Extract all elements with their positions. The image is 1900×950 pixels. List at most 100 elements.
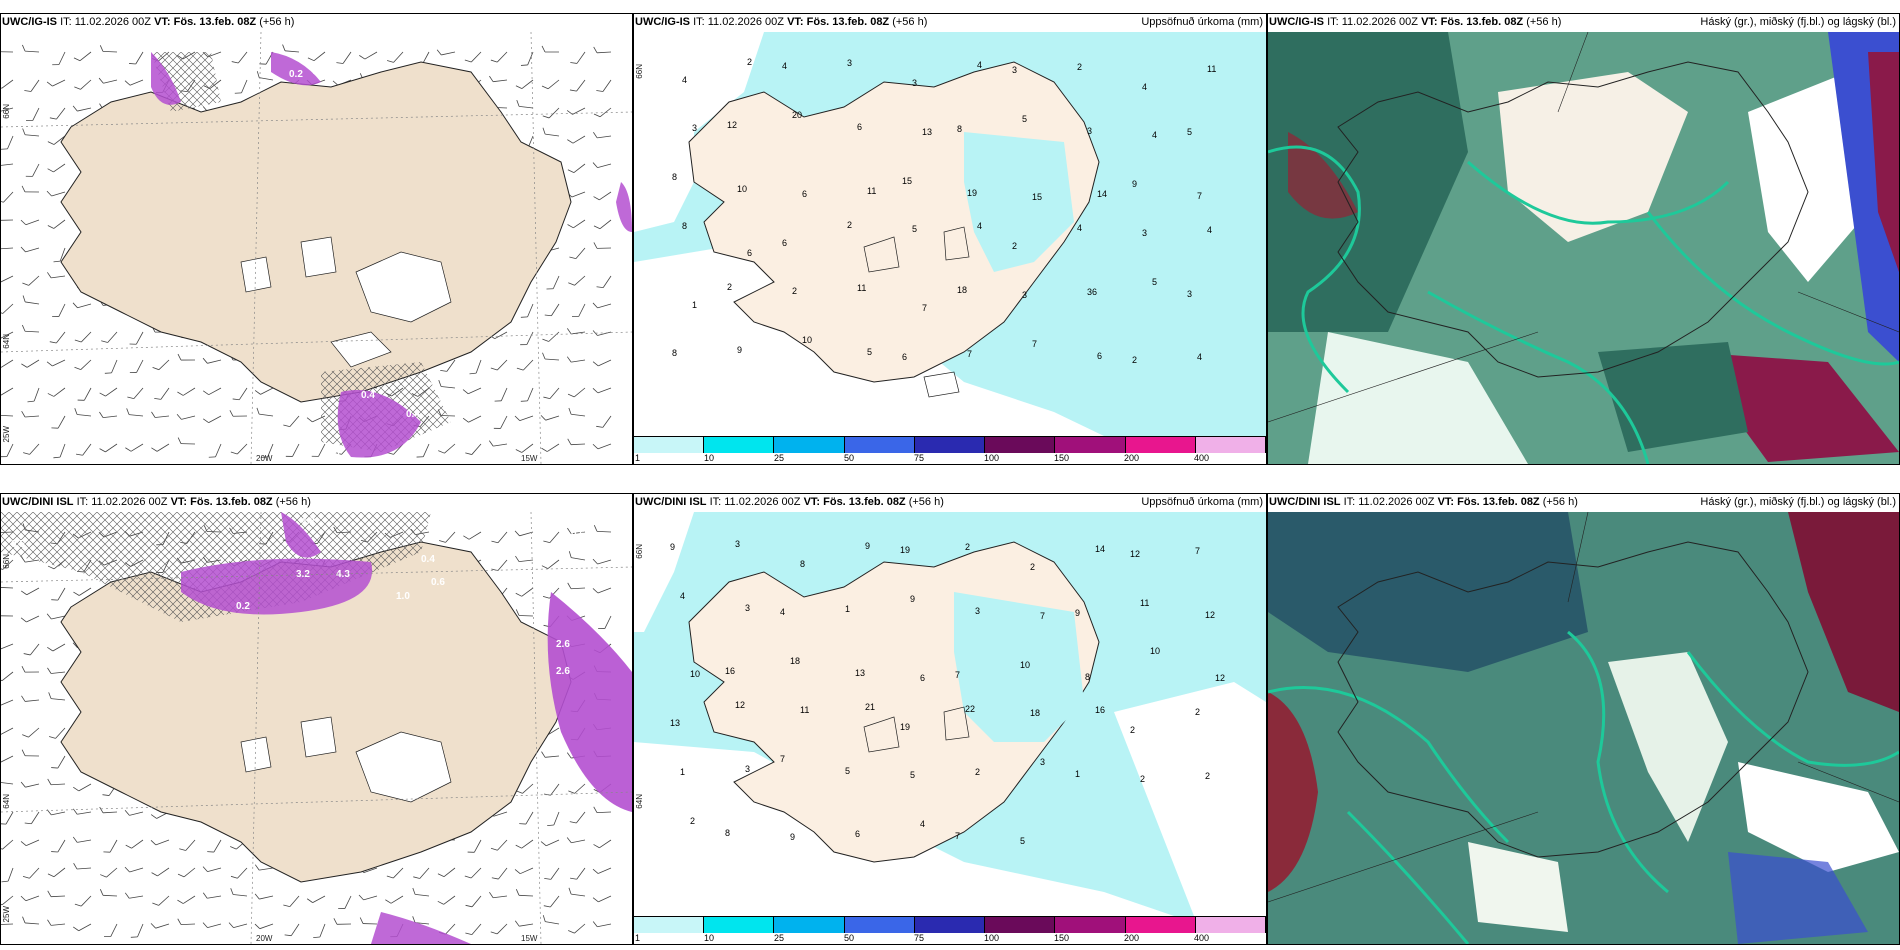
- wind-barb: [1, 699, 14, 706]
- precip-value: 1: [692, 300, 697, 310]
- wind-barb: [1, 275, 14, 283]
- wind-barb: [516, 99, 534, 109]
- wind-barb: [593, 806, 612, 814]
- precip-value: 9: [865, 541, 870, 551]
- wind-barb: [336, 51, 352, 64]
- colorbar-label: 25: [774, 933, 785, 943]
- wind-barb: [21, 411, 40, 418]
- precip-value: 14: [1097, 189, 1107, 199]
- wind-barb: [543, 531, 560, 543]
- precip-value: 6: [920, 673, 925, 683]
- colorbar-label: 200: [1124, 933, 1140, 943]
- wind-barb: [542, 352, 560, 361]
- wind-barb: [20, 587, 40, 596]
- wind-barb: [1, 586, 14, 589]
- wind-barb: [124, 866, 144, 873]
- precip-value: 2: [965, 542, 970, 552]
- high-cloud: [1788, 512, 1899, 712]
- precip-value: 5: [1022, 114, 1027, 124]
- precip-value: 3: [1087, 126, 1092, 136]
- panel-dini-clouds: UWC/DINI ISL IT: 11.02.2026 00Z VT: Fös.…: [1267, 493, 1900, 945]
- panel-igis-wind: UWC/IG-IS IT: 11.02.2026 00Z VT: Fös. 13…: [0, 13, 633, 465]
- wind-barb: [313, 923, 326, 939]
- colorbar-swatch: [1125, 917, 1196, 933]
- wind-barb: [338, 895, 352, 910]
- wet-interior: [964, 132, 1074, 272]
- svg-text:0.4: 0.4: [361, 390, 375, 401]
- wind-barb: [514, 415, 534, 422]
- wet-interior: [954, 592, 1084, 742]
- wind-barb: [489, 891, 508, 899]
- precip-value: 4: [920, 819, 925, 829]
- precip-value: 12: [1215, 673, 1225, 683]
- precip-value: 3: [1012, 65, 1017, 75]
- init-prefix: IT:: [1343, 496, 1356, 508]
- wind-barb: [541, 45, 560, 53]
- cloud-map: [1268, 32, 1899, 464]
- wind-barb: [1, 79, 14, 89]
- wind-barb: [104, 923, 118, 937]
- wind-barb: [1, 303, 14, 314]
- precip-value: 3: [745, 603, 750, 613]
- precip-value: 11: [857, 283, 866, 293]
- svg-text:0.6: 0.6: [431, 577, 445, 588]
- wind-barb: [125, 443, 144, 452]
- wind-barb: [72, 923, 92, 932]
- svg-text:2.3: 2.3: [313, 66, 327, 77]
- colorbar-swatch: [914, 917, 986, 933]
- wind-barb: [568, 551, 586, 561]
- precip-value: 12: [1130, 549, 1140, 559]
- precip-value: 12: [727, 120, 737, 130]
- wind-barb: [1, 135, 14, 150]
- wind-barb: [47, 387, 66, 397]
- wind-barb: [1, 755, 14, 763]
- wind-barb: [47, 919, 66, 926]
- colorbar-label: 75: [914, 933, 925, 943]
- wind-barb: [596, 415, 612, 428]
- colorbar-label: 50: [844, 933, 855, 943]
- wind-barb: [333, 918, 352, 925]
- wind-barb: [127, 387, 144, 399]
- wind-barb: [230, 867, 248, 879]
- glaciers: [240, 716, 452, 803]
- precip-value: 19: [900, 722, 910, 732]
- wind-barb: [124, 79, 144, 86]
- wind-barb: [463, 531, 482, 540]
- wind-barb: [51, 839, 66, 853]
- lat-label-64n: 64N: [2, 334, 11, 349]
- colorbar-swatch: [985, 437, 1056, 453]
- init-time: 11.02.2026 00Z: [1341, 16, 1418, 28]
- precip-value: 14: [1095, 544, 1105, 554]
- wind-barb: [570, 867, 586, 880]
- wind-barb: [385, 895, 404, 904]
- precip-value: 2: [1140, 774, 1145, 784]
- wind-barb: [256, 407, 274, 417]
- svg-text:0.4: 0.4: [406, 409, 420, 420]
- wind-barb: [566, 107, 586, 115]
- wind-barb: [284, 923, 300, 937]
- wind-barb: [439, 531, 456, 543]
- wind-barb: [47, 667, 66, 674]
- wind-barb: [465, 895, 482, 908]
- wind-barb: [103, 839, 118, 853]
- precip-value: 3: [1022, 290, 1027, 300]
- wind-barb: [53, 443, 66, 459]
- precip-value: 3: [912, 78, 917, 88]
- precip-value: 9: [910, 594, 915, 604]
- wind-barb: [230, 888, 248, 897]
- wind-barb: [254, 893, 274, 900]
- wind-barb: [1, 331, 14, 339]
- lon-label-20w: 20W: [256, 454, 273, 463]
- wind-barb: [566, 356, 586, 363]
- wind-barb: [49, 107, 66, 120]
- wind-barb: [592, 387, 612, 394]
- wind-barb: [359, 917, 378, 925]
- colorbar-label: 100: [984, 453, 1000, 463]
- precip-value: 2: [1030, 562, 1035, 572]
- precip-value: 11: [1140, 598, 1149, 608]
- precip-value: 3: [975, 606, 980, 616]
- wind-barb: [27, 387, 40, 403]
- wind-barb: [177, 353, 196, 361]
- wind-barb: [152, 359, 170, 371]
